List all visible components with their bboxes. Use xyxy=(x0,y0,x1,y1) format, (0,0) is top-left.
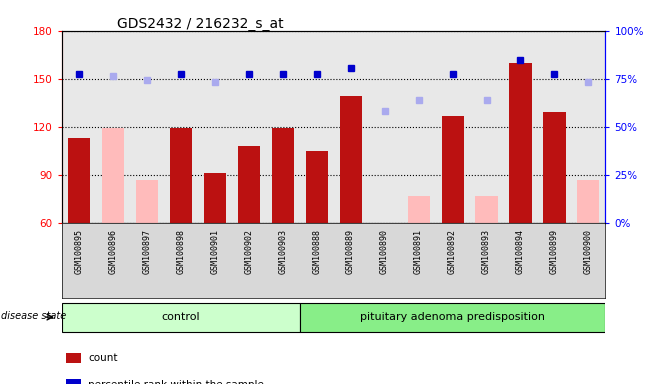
Bar xyxy=(544,113,566,223)
Bar xyxy=(66,353,81,363)
Text: GSM100892: GSM100892 xyxy=(448,229,457,274)
Text: GSM100890: GSM100890 xyxy=(380,229,389,274)
Bar xyxy=(102,128,124,223)
Bar xyxy=(510,63,531,223)
Bar xyxy=(299,303,605,333)
Text: GSM100891: GSM100891 xyxy=(414,229,423,274)
Bar xyxy=(170,128,192,223)
Text: GSM100900: GSM100900 xyxy=(584,229,593,274)
Bar xyxy=(62,303,299,333)
Text: count: count xyxy=(88,353,118,363)
Text: GSM100893: GSM100893 xyxy=(482,229,491,274)
Bar xyxy=(305,151,327,223)
Bar xyxy=(66,379,81,384)
Bar xyxy=(340,96,362,223)
Text: GSM100899: GSM100899 xyxy=(550,229,559,274)
Bar xyxy=(408,195,430,223)
Bar xyxy=(68,138,90,223)
Bar xyxy=(577,180,600,223)
Text: disease state: disease state xyxy=(1,311,66,321)
Text: GSM100901: GSM100901 xyxy=(210,229,219,274)
Text: GSM100888: GSM100888 xyxy=(312,229,321,274)
Text: GDS2432 / 216232_s_at: GDS2432 / 216232_s_at xyxy=(117,17,284,31)
Bar xyxy=(271,128,294,223)
Bar xyxy=(475,195,497,223)
Text: GSM100898: GSM100898 xyxy=(176,229,186,274)
Text: GSM100903: GSM100903 xyxy=(278,229,287,274)
Text: GSM100895: GSM100895 xyxy=(74,229,83,274)
Text: percentile rank within the sample: percentile rank within the sample xyxy=(88,380,264,384)
Bar xyxy=(441,116,464,223)
Bar xyxy=(136,180,158,223)
Text: GSM100897: GSM100897 xyxy=(143,229,151,274)
Text: GSM100889: GSM100889 xyxy=(346,229,355,274)
Bar xyxy=(238,146,260,223)
Text: GSM100896: GSM100896 xyxy=(108,229,117,274)
Bar xyxy=(204,173,226,223)
Text: control: control xyxy=(161,312,200,322)
Text: GSM100902: GSM100902 xyxy=(244,229,253,274)
Text: pituitary adenoma predisposition: pituitary adenoma predisposition xyxy=(360,312,545,322)
Text: GSM100894: GSM100894 xyxy=(516,229,525,274)
